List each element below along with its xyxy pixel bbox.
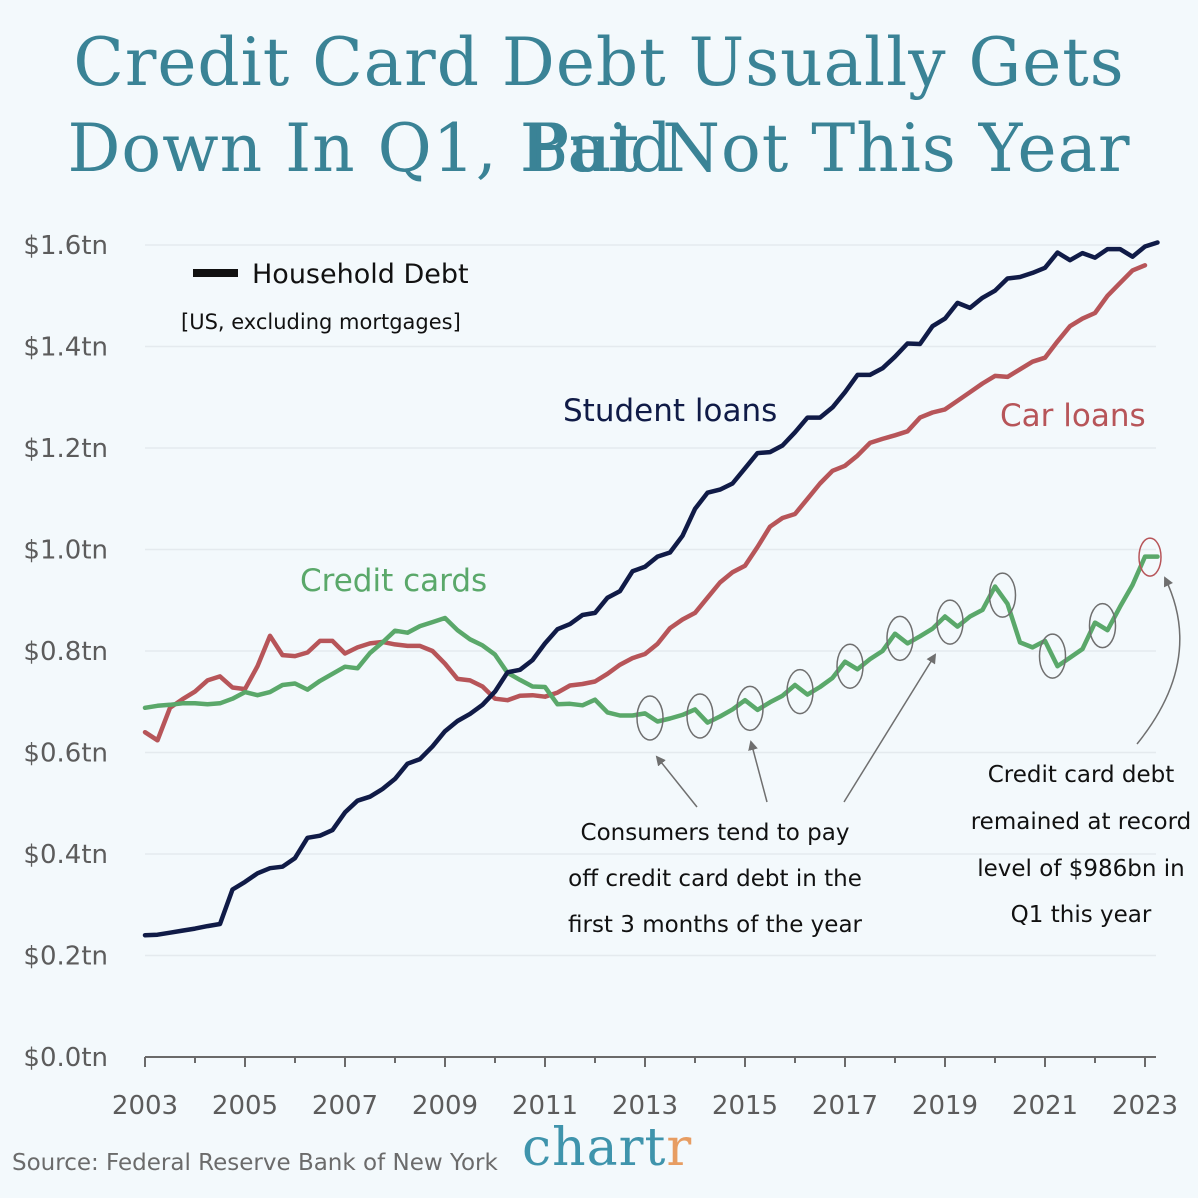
q1-highlight-circle [886,615,914,662]
x-tick-label: 2013 [612,1091,678,1121]
q1-highlight-circle [836,643,864,689]
q1-highlight-circle [736,685,764,732]
q1-highlight-circle [1088,602,1117,649]
series-label-car-loans: Car loans [1000,398,1146,434]
brand-logo-accent: r [666,1118,693,1178]
record-annotation-arrow [1136,576,1181,745]
x-tick-label: 2007 [312,1091,378,1121]
y-tick-label: $1.2tn [23,434,108,464]
q1-highlight-circle [1038,633,1067,679]
record-highlight-circle [1138,537,1162,577]
title-line-2: Down In Q1, But Not This Year [67,110,1131,187]
x-tick-label: 2005 [212,1091,278,1121]
legend-swatch [193,269,238,277]
legend-label: Household Debt [252,259,469,290]
x-tick-label: 2021 [1012,1091,1078,1121]
legend-note: [US, excluding mortgages] [181,310,461,334]
y-tick-label: $0.4tn [23,840,108,870]
series-line-student-loans [142,240,1160,938]
q1-highlight-circle [936,599,964,645]
y-tick-label: $0.0tn [23,1043,108,1073]
q1-highlight-circle [786,668,814,715]
annotation-q1-line-3: first 3 months of the year [568,912,863,938]
annotation-q1-note: Consumers tend to pay off credit card de… [568,820,863,938]
annotation-q1-line-2: off credit card debt in the [568,866,862,892]
series-line-credit-cards [142,554,1160,725]
title-line-1: Credit Card Debt Usually Gets Paid [73,24,1125,187]
x-tick-label: 2003 [112,1091,178,1121]
y-tick-label: $1.6tn [23,231,108,261]
x-tick-label: 2017 [812,1091,878,1121]
x-tick-label: 2011 [512,1091,578,1121]
series-line-car-loans [142,263,1148,743]
annotation-arrows [655,576,1181,808]
y-tick-label: $1.4tn [23,333,108,363]
x-tick-label: 2023 [1112,1091,1178,1121]
source-note: Source: Federal Reserve Bank of New York [12,1150,498,1176]
brand-logo-main: chart [522,1118,667,1178]
annotation-record-line-2: remained at record [971,809,1192,835]
brand-logo: chartr [522,1118,692,1178]
y-tick-label: $1.0tn [23,536,108,566]
x-tick-label: 2009 [412,1091,478,1121]
annotation-record-line-4: Q1 this year [1011,902,1152,928]
legend: Household Debt [US, excluding mortgages] [181,259,469,334]
y-tick-label: $0.2tn [23,942,108,972]
q1-highlight-circle [988,572,1017,618]
series-label-student-loans: Student loans [563,393,777,429]
series-lines [142,240,1160,938]
y-tick-label: $0.6tn [23,739,108,769]
annotation-q1-line-1: Consumers tend to pay [581,820,850,846]
y-tick-label: $0.8tn [23,637,108,667]
x-tick-label: 2019 [912,1091,978,1121]
q1-highlight-circle [686,693,714,739]
axes: $0.0tn $0.2tn $0.4tn $0.6tn $0.8tn $1.0tn $1.2… [23,231,1178,1121]
q1-highlight-circle [636,695,664,741]
series-label-credit-cards: Credit cards [300,563,487,599]
annotation-arrow [748,740,768,803]
annotation-record-line-3: level of $986bn in [977,856,1184,882]
annotation-arrow [655,755,698,808]
annotation-arrow [843,653,937,803]
annotation-record-note: Credit card debt remained at record leve… [971,762,1192,928]
x-tick-label: 2015 [712,1091,778,1121]
annotation-record-line-1: Credit card debt [988,762,1175,788]
annotation-circles [636,537,1162,741]
